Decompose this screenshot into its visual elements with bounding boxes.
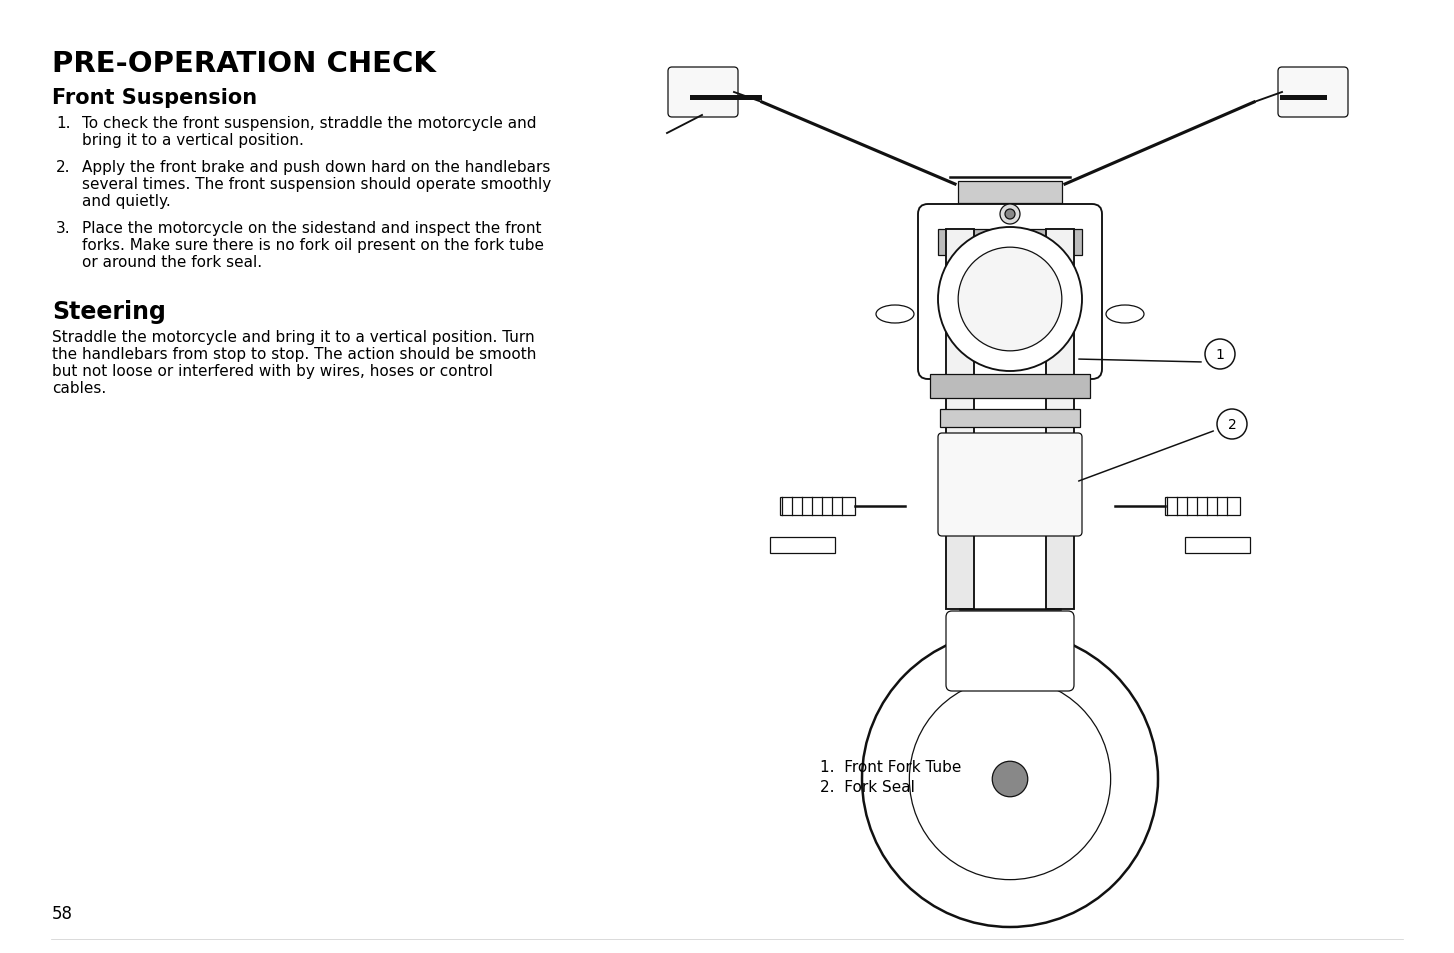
Bar — [1045, 475, 1075, 497]
Bar — [945, 475, 976, 497]
Text: Apply the front brake and push down hard on the handlebars: Apply the front brake and push down hard… — [81, 160, 551, 174]
Text: or around the fork seal.: or around the fork seal. — [81, 254, 262, 270]
Text: Straddle the motorcycle and bring it to a vertical position. Turn: Straddle the motorcycle and bring it to … — [52, 330, 535, 345]
Text: 1: 1 — [1216, 348, 1224, 361]
Text: several times. The front suspension should operate smoothly: several times. The front suspension shou… — [81, 177, 551, 192]
Text: and quietly.: and quietly. — [81, 193, 170, 209]
Bar — [1045, 230, 1075, 475]
Text: Steering: Steering — [52, 299, 166, 324]
Circle shape — [862, 631, 1157, 927]
Circle shape — [1000, 205, 1021, 225]
Text: 2.  Fork Seal: 2. Fork Seal — [820, 780, 915, 794]
Bar — [947, 497, 974, 609]
Bar — [938, 230, 1082, 255]
Text: Front Suspension: Front Suspension — [52, 88, 257, 108]
Text: 2.: 2. — [57, 160, 70, 174]
Ellipse shape — [875, 306, 915, 324]
Text: 3.: 3. — [57, 221, 71, 235]
Text: forks. Make sure there is no fork oil present on the fork tube: forks. Make sure there is no fork oil pr… — [81, 237, 544, 253]
Circle shape — [992, 761, 1028, 797]
Text: bring it to a vertical position.: bring it to a vertical position. — [81, 132, 304, 148]
Circle shape — [938, 228, 1082, 372]
Text: cables.: cables. — [52, 380, 106, 395]
Text: 1.  Front Fork Tube: 1. Front Fork Tube — [820, 760, 961, 774]
Bar — [779, 497, 855, 516]
Bar — [1165, 497, 1240, 516]
Circle shape — [909, 679, 1111, 880]
Circle shape — [1005, 210, 1015, 220]
FancyBboxPatch shape — [1278, 68, 1348, 118]
Text: PRE-OPERATION CHECK: PRE-OPERATION CHECK — [52, 50, 436, 78]
Text: 58: 58 — [52, 904, 73, 923]
FancyBboxPatch shape — [947, 612, 1075, 691]
Bar — [939, 410, 1080, 428]
Text: Place the motorcycle on the sidestand and inspect the front: Place the motorcycle on the sidestand an… — [81, 221, 541, 235]
FancyBboxPatch shape — [938, 434, 1082, 537]
Text: To check the front suspension, straddle the motorcycle and: To check the front suspension, straddle … — [81, 116, 537, 131]
FancyBboxPatch shape — [667, 68, 739, 118]
Circle shape — [1217, 410, 1248, 439]
Bar — [947, 230, 974, 475]
Circle shape — [1205, 339, 1234, 370]
Bar — [1185, 537, 1250, 554]
Text: 2: 2 — [1227, 417, 1236, 432]
Bar — [771, 537, 835, 554]
Bar — [958, 182, 1061, 204]
Ellipse shape — [1106, 306, 1144, 324]
Bar — [931, 375, 1090, 398]
Text: the handlebars from stop to stop. The action should be smooth: the handlebars from stop to stop. The ac… — [52, 347, 537, 361]
Text: but not loose or interfered with by wires, hoses or control: but not loose or interfered with by wire… — [52, 364, 493, 378]
Circle shape — [958, 248, 1061, 352]
Bar — [1045, 497, 1075, 609]
FancyBboxPatch shape — [917, 205, 1102, 379]
Text: 1.: 1. — [57, 116, 70, 131]
